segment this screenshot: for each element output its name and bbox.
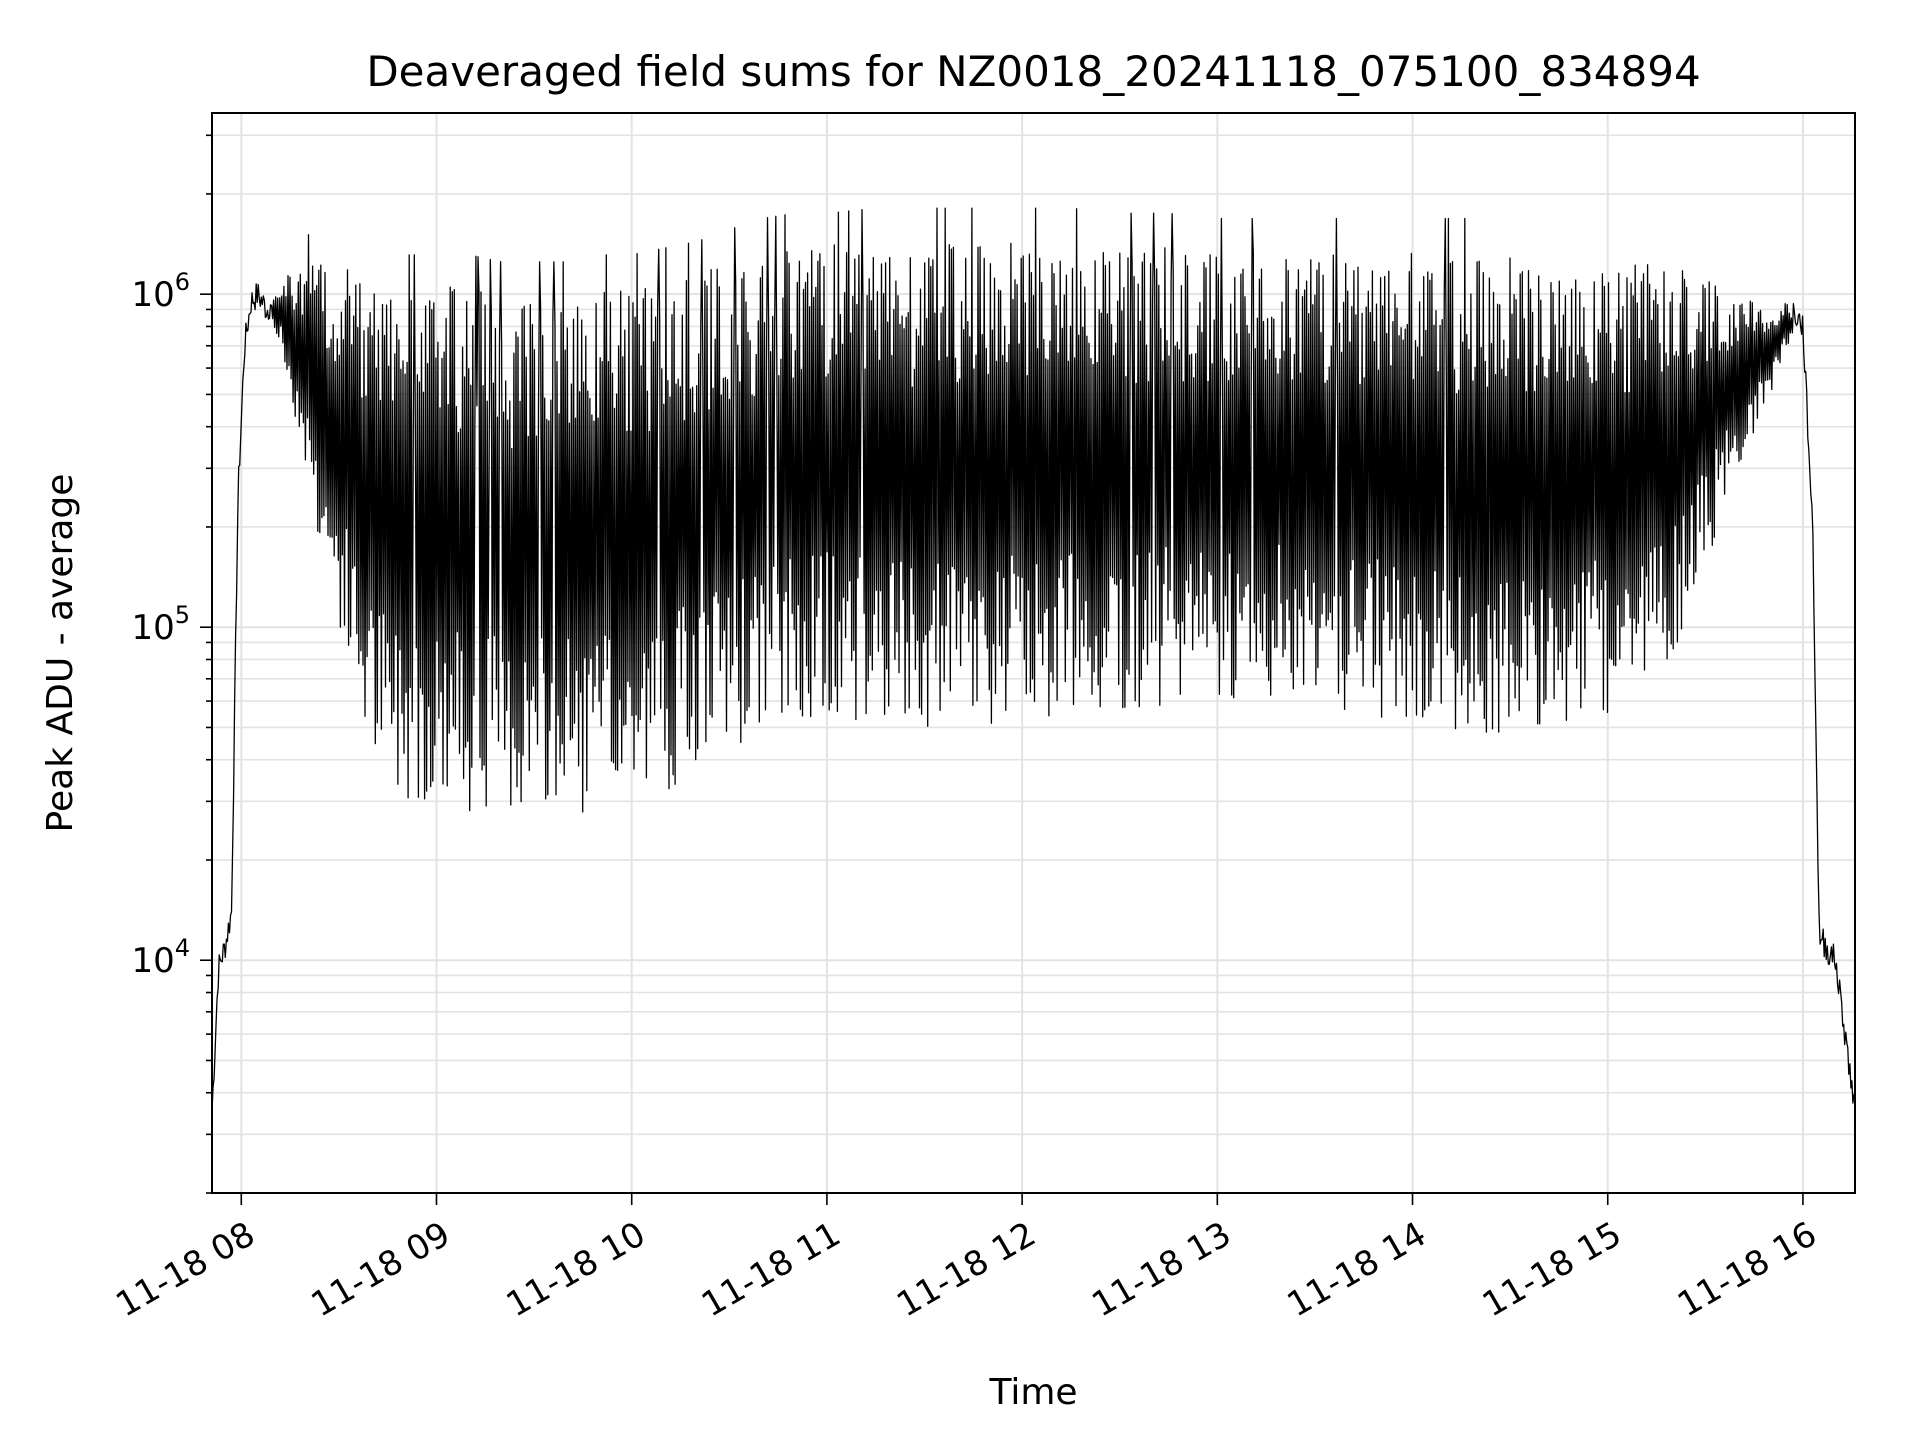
x-tick-label: 11-18 12 — [890, 1214, 1042, 1325]
x-tick-label: 11-18 10 — [500, 1214, 652, 1325]
grid-lines — [212, 113, 1855, 1194]
x-tick-label: 11-18 11 — [695, 1214, 847, 1325]
x-tick-label: 11-18 08 — [109, 1214, 261, 1325]
y-tick-label: 104 — [131, 934, 190, 981]
chart-title: Deaveraged field sums for NZ0018_2024111… — [366, 47, 1700, 96]
series-line — [211, 207, 1856, 1113]
y-tick-label: 106 — [131, 268, 190, 315]
x-tick-label: 11-18 09 — [305, 1214, 457, 1325]
x-tick-label: 11-18 13 — [1085, 1214, 1237, 1325]
x-tick-label: 11-18 14 — [1281, 1214, 1433, 1325]
x-axis-title: Time — [988, 1372, 1077, 1413]
x-tick-label: 11-18 16 — [1671, 1214, 1823, 1325]
plot-frame — [211, 112, 1856, 1194]
data-series — [211, 207, 1856, 1113]
y-tick-label: 105 — [131, 601, 190, 648]
y-axis-title: Peak ADU - average — [40, 474, 81, 833]
x-tick-label: 11-18 15 — [1476, 1214, 1628, 1325]
